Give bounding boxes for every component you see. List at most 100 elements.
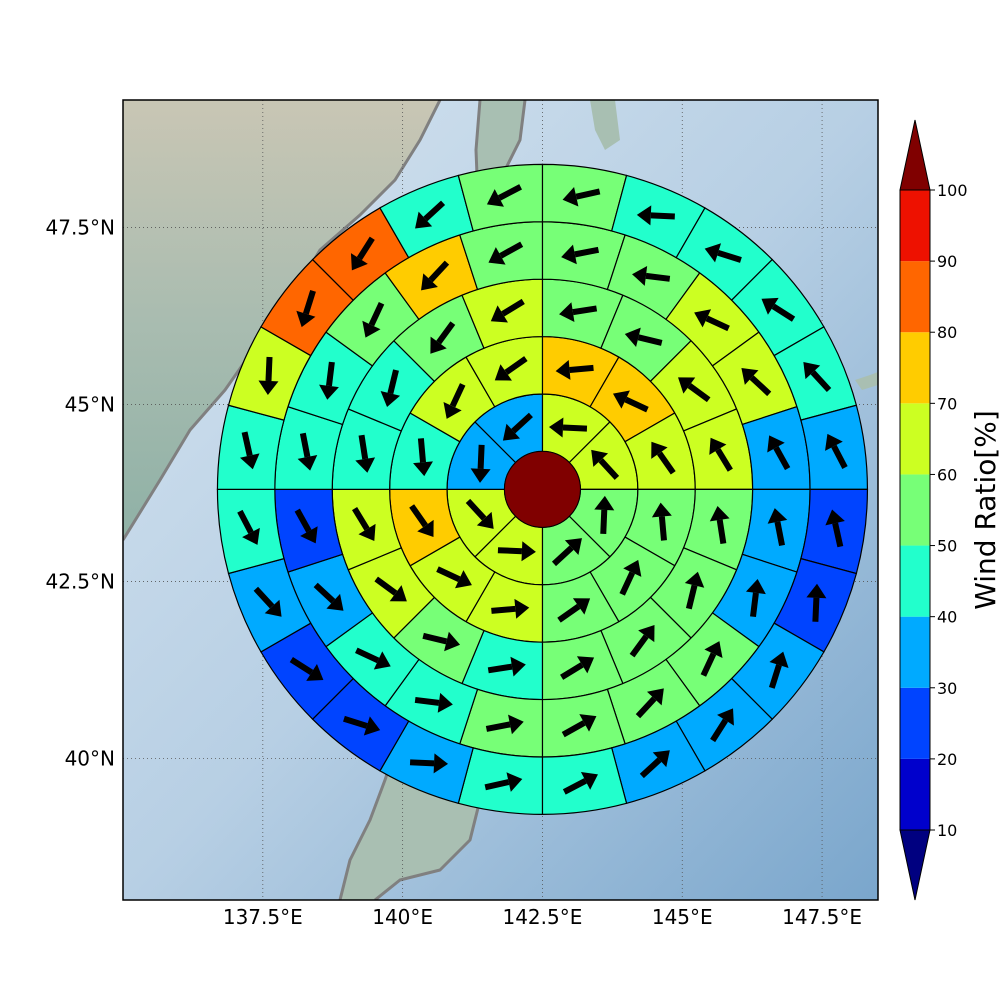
colorbar-segment <box>900 545 930 617</box>
map-frame <box>122 99 879 901</box>
wind-arrow <box>560 656 595 680</box>
wind-arrow <box>258 356 279 395</box>
kuril-islands-north <box>855 372 878 390</box>
wind-arrow <box>619 559 642 596</box>
x-tick-label: 147.5°E <box>782 905 862 929</box>
wind-arrow <box>629 624 655 658</box>
wind-arrow <box>415 200 446 229</box>
wind-arrow <box>709 437 733 472</box>
kamchatka-tip <box>590 100 620 150</box>
wind-arrow <box>470 444 491 483</box>
wind-arrow <box>704 243 742 263</box>
y-tick-label: 45°N <box>65 392 115 416</box>
y-tick-label: 40°N <box>65 746 115 770</box>
wind-arrow <box>313 582 344 611</box>
wind-arrow <box>430 321 456 354</box>
wind-arrow <box>555 359 594 380</box>
wind-arrow <box>485 714 524 735</box>
wind-arrows <box>237 184 848 795</box>
wind-arrow <box>694 309 730 332</box>
wind-arrow <box>561 714 597 738</box>
storm-center-disk <box>503 450 581 528</box>
wind-arrow <box>632 265 671 286</box>
wind-arrow <box>289 657 324 681</box>
wind-arrow <box>562 186 601 207</box>
colorbar-title: Wind Ratio[%] <box>969 410 1000 610</box>
wind-arrow <box>612 390 649 413</box>
wind-arrow <box>413 438 433 477</box>
colorbar-tick-label: 10 <box>937 821 957 840</box>
wind-arrow <box>494 356 528 381</box>
wind-arrow <box>761 297 796 322</box>
wind-arrow <box>559 302 598 323</box>
wind-arrow <box>639 750 670 779</box>
wind-arrow <box>678 377 711 403</box>
colorbar-tick-label: 90 <box>937 252 957 271</box>
wind-arrow <box>491 598 530 619</box>
wind-arrow <box>548 417 588 438</box>
colorbar-tick-label: 70 <box>937 394 957 413</box>
wind-arrow <box>362 301 385 338</box>
wind-arrow <box>350 236 375 271</box>
wind-arrow <box>294 508 318 544</box>
latitude-tick-labels: 47.5°N 45°N 42.5°N 40°N <box>46 215 116 770</box>
wind-arrow <box>465 498 494 529</box>
wind-arrow <box>803 361 832 393</box>
longitude-tick-labels: 137.5°E 140°E 142.5°E 145°E 147.5°E <box>223 905 862 929</box>
y-tick-label: 42.5°N <box>46 569 116 593</box>
wind-arrow <box>484 772 523 792</box>
wind-arrow <box>562 771 598 795</box>
colorbar-under-triangle <box>899 829 931 901</box>
wind-arrow <box>343 715 381 736</box>
colorbar-tick-label: 30 <box>937 679 957 698</box>
wind-arrow <box>487 656 526 677</box>
wind-arrow <box>767 435 791 471</box>
wind-arrow <box>502 412 533 441</box>
wind-arrow <box>591 449 620 480</box>
colorbar-tick-label: 60 <box>937 465 957 484</box>
wind-arrow <box>414 692 453 713</box>
colorbar-segment <box>900 616 930 688</box>
wind-arrow <box>825 433 848 469</box>
y-tick-label: 47.5°N <box>46 215 116 239</box>
colorbar: 10 20 30 40 50 60 70 80 90 100 <box>899 119 968 901</box>
wind-arrow <box>486 184 523 207</box>
wind-arrow <box>253 586 282 617</box>
mainland-landmass <box>123 100 440 540</box>
wind-arrow <box>651 441 676 475</box>
wind-arrow <box>745 578 766 618</box>
wind-arrow <box>409 753 449 774</box>
x-tick-label: 140°E <box>372 905 433 929</box>
wind-arrow <box>768 651 789 689</box>
wind-arrow <box>684 571 705 610</box>
x-tick-label: 137.5°E <box>223 905 303 929</box>
wind-arrow <box>319 361 339 400</box>
colorbar-segment <box>900 403 930 475</box>
colorbar-frame <box>899 189 931 831</box>
wind-arrow <box>436 566 472 589</box>
wind-arrow <box>624 327 663 348</box>
wind-arrow <box>422 631 461 652</box>
colorbar-over-triangle <box>899 119 931 191</box>
map-area <box>123 100 878 900</box>
wind-arrow <box>421 260 450 291</box>
colorbar-segment <box>900 261 930 333</box>
colorbar-tick-label: 40 <box>937 608 957 627</box>
wind-arrow <box>443 383 466 419</box>
x-tick-label: 142.5°E <box>502 905 582 929</box>
wind-arrow <box>497 541 536 562</box>
wind-arrow <box>709 506 730 545</box>
wind-arrow <box>380 369 401 408</box>
wind-arrow <box>594 495 615 535</box>
wind-arrow <box>710 708 734 743</box>
wind-arrow <box>635 688 664 719</box>
wind-arrow <box>700 641 723 677</box>
wind-arrow <box>488 241 524 265</box>
wind-arrow <box>355 434 376 473</box>
wind-arrow <box>409 504 434 538</box>
colorbar-tick-label: 20 <box>937 750 957 769</box>
wind-arrow <box>825 509 845 548</box>
x-tick-label: 145°E <box>652 905 713 929</box>
colorbar-segment <box>900 758 930 830</box>
